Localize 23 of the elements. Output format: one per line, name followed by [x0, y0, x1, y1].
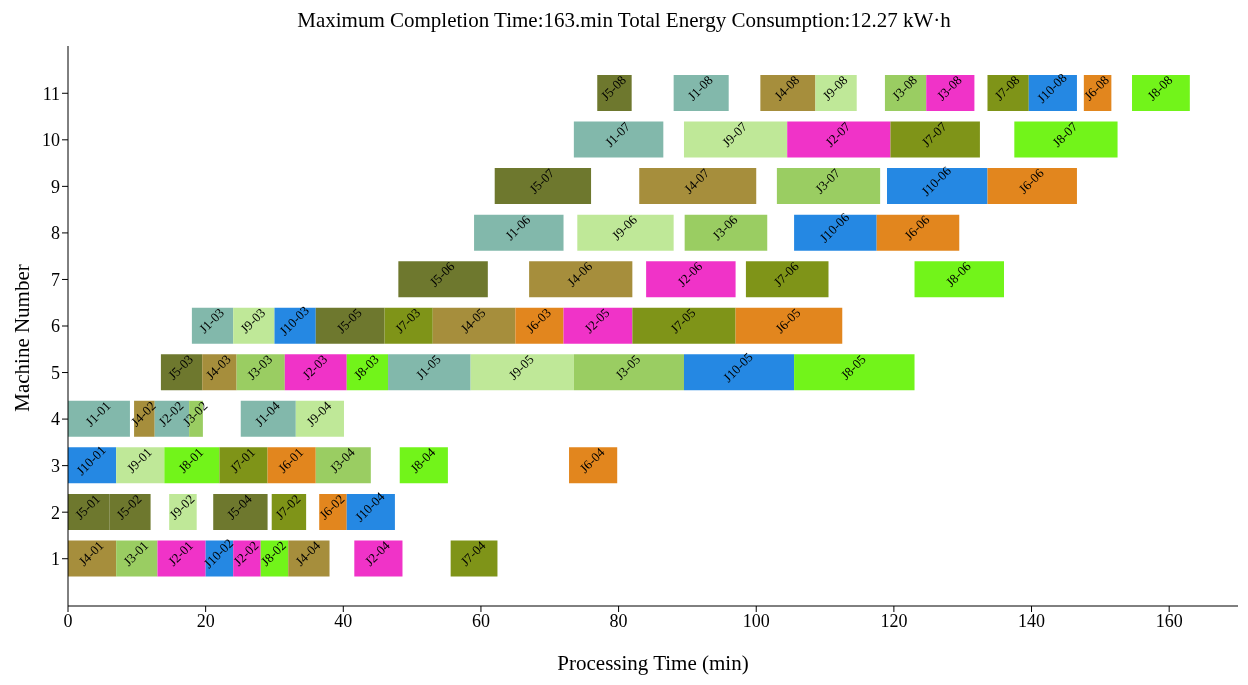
x-tick-label: 40 — [334, 610, 353, 631]
y-tick-label: 6 — [51, 316, 60, 337]
chart-title: Maximum Completion Time:163.min Total Energy Consumption:12.27 kW·h — [296, 8, 952, 33]
y-tick-label: 8 — [51, 223, 60, 244]
y-axis-title: Machine Number — [9, 264, 35, 412]
x-tick-label: 20 — [196, 610, 215, 631]
x-tick-label: 100 — [742, 610, 770, 631]
x-tick-label: 60 — [471, 610, 490, 631]
y-tick-label: 9 — [51, 176, 60, 197]
x-tick-label: 0 — [63, 610, 73, 631]
x-tick-label: 140 — [1018, 610, 1046, 631]
x-axis-title: Processing Time (min) — [556, 651, 750, 676]
y-tick-label: 4 — [51, 409, 60, 430]
y-tick-label: 1 — [51, 549, 60, 570]
y-tick-label: 10 — [42, 130, 60, 151]
y-tick-label: 7 — [51, 269, 60, 290]
y-tick-label: 5 — [51, 362, 60, 383]
y-tick-label: 11 — [42, 83, 60, 104]
y-tick-label: 2 — [51, 502, 60, 523]
x-tick-label: 120 — [880, 610, 908, 631]
x-tick-label: 160 — [1155, 610, 1183, 631]
y-tick-label: 3 — [51, 456, 60, 477]
x-tick-label: 80 — [609, 610, 628, 631]
